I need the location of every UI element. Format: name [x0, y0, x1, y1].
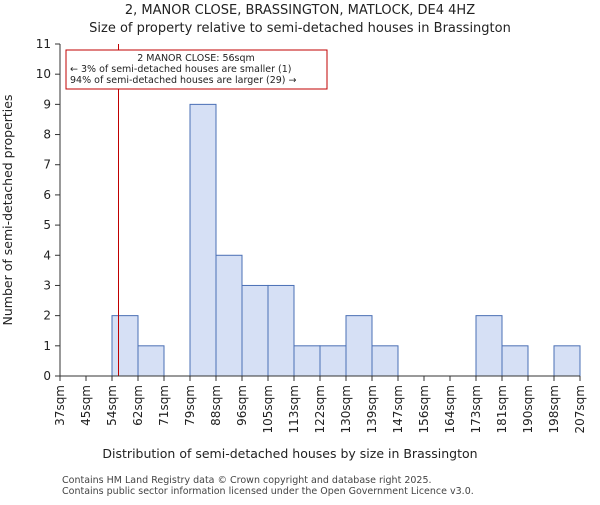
x-tick-label: 130sqm [339, 385, 353, 433]
y-tick-label: 0 [43, 369, 51, 383]
bar-88sqm [215, 254, 243, 377]
chart-subtitle: Size of property relative to semi-detach… [89, 21, 511, 36]
x-tick-label: 54sqm [105, 385, 119, 426]
y-tick-label: 4 [43, 248, 51, 262]
bar-62sqm [137, 345, 165, 377]
y-tick-label: 10 [36, 67, 51, 81]
bar-105sqm [267, 284, 295, 377]
bar-130sqm [345, 315, 373, 377]
marker-annotation: 2 MANOR CLOSE: 56sqm ← 3% of semi-detach… [65, 49, 328, 90]
x-tick-label: 105sqm [261, 385, 275, 433]
x-tick-label: 71sqm [157, 385, 171, 426]
x-tick-label: 37sqm [53, 385, 67, 426]
x-tick-label: 198sqm [547, 385, 561, 433]
y-tick-label: 5 [43, 218, 51, 232]
x-tick-label: 113sqm [287, 385, 301, 433]
y-tick-label: 7 [43, 158, 51, 172]
annotation-box [65, 49, 328, 90]
x-tick-label: 173sqm [469, 385, 483, 433]
x-tick-label: 62sqm [131, 385, 145, 426]
y-axis-ticks: 0 1 2 3 4 5 6 7 8 9 10 11 [36, 37, 60, 383]
y-tick-label: 9 [43, 97, 51, 111]
bar-181sqm [501, 345, 529, 377]
chart-title: 2, MANOR CLOSE, BRASSINGTON, MATLOCK, DE… [125, 3, 475, 18]
x-tick-label: 190sqm [521, 385, 535, 433]
annotation-line-1: 2 MANOR CLOSE: 56sqm [137, 53, 255, 64]
footer-line-2: Contains public sector information licen… [62, 486, 474, 497]
x-tick-label: 181sqm [495, 385, 509, 433]
bar-series [111, 103, 581, 377]
y-tick-label: 1 [43, 339, 51, 353]
y-tick-label: 8 [43, 128, 51, 142]
bar-198sqm [553, 345, 581, 377]
x-tick-label: 45sqm [79, 385, 93, 426]
x-tick-label: 207sqm [573, 385, 587, 433]
y-axis-label: Number of semi-detached properties [0, 95, 15, 326]
x-tick-label: 79sqm [183, 385, 197, 426]
x-tick-label: 156sqm [417, 385, 431, 433]
y-tick-label: 6 [43, 188, 51, 202]
annotation-line-2: ← 3% of semi-detached houses are smaller… [70, 64, 291, 75]
y-tick-label: 3 [43, 278, 51, 292]
bar-139sqm [371, 345, 399, 377]
x-tick-label: 96sqm [235, 385, 249, 426]
x-tick-label: 164sqm [443, 385, 457, 433]
annotation-line-3: 94% of semi-detached houses are larger (… [70, 75, 297, 86]
x-tick-label: 122sqm [313, 385, 327, 433]
x-axis-ticks: 37sqm 45sqm 54sqm 62sqm 71sqm 79sqm 88sqm 96sqm… [53, 376, 587, 433]
footer-line-1: Contains HM Land Registry data © Crown c… [62, 475, 432, 486]
x-axis-label: Distribution of semi-detached houses by … [102, 446, 477, 461]
bar-79sqm [189, 103, 217, 377]
y-tick-label: 11 [36, 37, 51, 51]
bar-54sqm [111, 315, 139, 377]
bar-96sqm [241, 284, 269, 377]
bar-122sqm [319, 345, 347, 377]
x-tick-label: 139sqm [365, 385, 379, 433]
bar-113sqm [293, 345, 321, 377]
x-tick-label: 88sqm [209, 385, 223, 426]
x-tick-label: 147sqm [391, 385, 405, 433]
y-tick-label: 2 [43, 309, 51, 323]
bar-173sqm [475, 315, 503, 377]
